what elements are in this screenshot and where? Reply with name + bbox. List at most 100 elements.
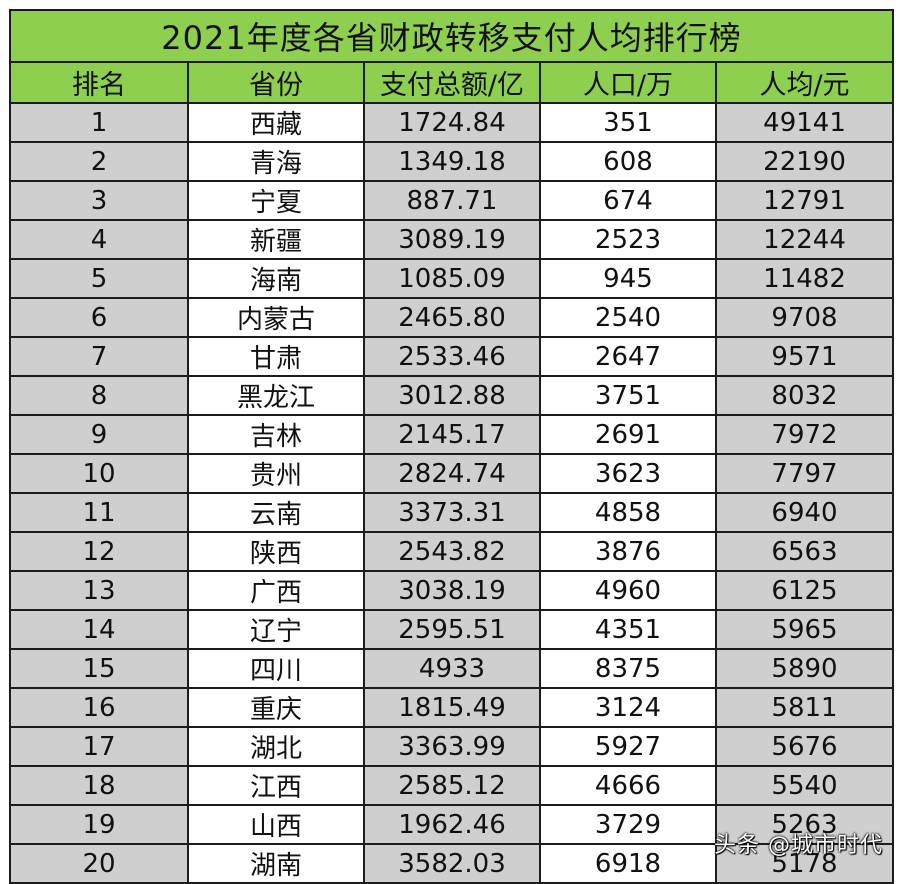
table-row: 14 辽宁 2595.51 4351 5965	[9, 609, 895, 650]
table-row: 10 贵州 2824.74 3623 7797	[9, 453, 895, 494]
province-cell: 吉林	[187, 414, 365, 455]
population-cell: 3623	[539, 453, 717, 494]
per-capita-cell: 5540	[714, 765, 895, 806]
table-row: 13 广西 3038.19 4960 6125	[9, 570, 895, 611]
per-capita-cell: 9571	[714, 336, 895, 377]
table-row: 20 湖南 3582.03 6918 5178	[9, 843, 895, 884]
header-province: 省份	[187, 61, 365, 104]
table-row: 9 吉林 2145.17 2691 7972	[9, 414, 895, 455]
total-payment-cell: 1962.46	[363, 804, 541, 845]
province-cell: 黑龙江	[187, 375, 365, 416]
rank-cell: 8	[9, 375, 189, 416]
population-cell: 6918	[539, 843, 717, 884]
header-per-capita: 人均/元	[714, 61, 895, 104]
watermark: 头条 @城市时代	[714, 833, 883, 858]
province-cell: 贵州	[187, 453, 365, 494]
rank-cell: 6	[9, 297, 189, 338]
total-payment-cell: 3582.03	[363, 843, 541, 884]
population-cell: 3124	[539, 687, 717, 728]
total-payment-cell: 3089.19	[363, 219, 541, 260]
table-row: 19 山西 1962.46 3729 5263	[9, 804, 895, 845]
header-total-payment: 支付总额/亿	[363, 61, 541, 104]
per-capita-cell: 7972	[714, 414, 895, 455]
rank-cell: 20	[9, 843, 189, 884]
total-payment-cell: 2824.74	[363, 453, 541, 494]
total-payment-cell: 2543.82	[363, 531, 541, 572]
population-cell: 2691	[539, 414, 717, 455]
province-cell: 山西	[187, 804, 365, 845]
population-cell: 4666	[539, 765, 717, 806]
total-payment-cell: 1815.49	[363, 687, 541, 728]
per-capita-cell: 12244	[714, 219, 895, 260]
population-cell: 4960	[539, 570, 717, 611]
total-payment-cell: 2145.17	[363, 414, 541, 455]
per-capita-cell: 6940	[714, 492, 895, 533]
per-capita-cell: 5263	[714, 804, 895, 845]
population-cell: 8375	[539, 648, 717, 689]
per-capita-cell: 9708	[714, 297, 895, 338]
total-payment-cell: 3373.31	[363, 492, 541, 533]
per-capita-cell: 8032	[714, 375, 895, 416]
table-row: 3 宁夏 887.71 674 12791	[9, 180, 895, 221]
table-row: 1 西藏 1724.84 351 49141	[9, 102, 895, 143]
province-cell: 新疆	[187, 219, 365, 260]
population-cell: 3751	[539, 375, 717, 416]
province-cell: 陕西	[187, 531, 365, 572]
province-cell: 湖北	[187, 726, 365, 767]
population-cell: 674	[539, 180, 717, 221]
per-capita-cell: 7797	[714, 453, 895, 494]
rank-cell: 1	[9, 102, 189, 143]
per-capita-cell: 5676	[714, 726, 895, 767]
province-cell: 重庆	[187, 687, 365, 728]
table-title: 2021年度各省财政转移支付人均排行榜	[8, 9, 895, 63]
rank-cell: 18	[9, 765, 189, 806]
province-cell: 海南	[187, 258, 365, 299]
total-payment-cell: 1349.18	[363, 141, 541, 182]
population-cell: 3729	[539, 804, 717, 845]
total-payment-cell: 1724.84	[363, 102, 541, 143]
rank-cell: 14	[9, 609, 189, 650]
province-cell: 江西	[187, 765, 365, 806]
province-cell: 宁夏	[187, 180, 365, 221]
population-cell: 2540	[539, 297, 717, 338]
population-cell: 4351	[539, 609, 717, 650]
table-row: 5 海南 1085.09 945 11482	[9, 258, 895, 299]
population-cell: 2647	[539, 336, 717, 377]
province-cell: 西藏	[187, 102, 365, 143]
table-row: 2 青海 1349.18 608 22190	[9, 141, 895, 182]
rank-cell: 13	[9, 570, 189, 611]
population-cell: 608	[539, 141, 717, 182]
table-row: 16 重庆 1815.49 3124 5811	[9, 687, 895, 728]
table-row: 4 新疆 3089.19 2523 12244	[9, 219, 895, 260]
rank-cell: 19	[9, 804, 189, 845]
province-cell: 云南	[187, 492, 365, 533]
ranking-table: 2021年度各省财政转移支付人均排行榜 排名 省份 支付总额/亿 人口/万 人均…	[8, 9, 895, 884]
per-capita-cell: 12791	[714, 180, 895, 221]
per-capita-cell: 6563	[714, 531, 895, 572]
rank-cell: 12	[9, 531, 189, 572]
per-capita-cell: 11482	[714, 258, 895, 299]
header-population: 人口/万	[539, 61, 717, 104]
population-cell: 351	[539, 102, 717, 143]
population-cell: 3876	[539, 531, 717, 572]
province-cell: 广西	[187, 570, 365, 611]
province-cell: 湖南	[187, 843, 365, 884]
rank-cell: 11	[9, 492, 189, 533]
table-row: 11 云南 3373.31 4858 6940	[9, 492, 895, 533]
table-row: 17 湖北 3363.99 5927 5676	[9, 726, 895, 767]
per-capita-cell: 6125	[714, 570, 895, 611]
total-payment-cell: 3012.88	[363, 375, 541, 416]
population-cell: 945	[539, 258, 717, 299]
province-cell: 四川	[187, 648, 365, 689]
total-payment-cell: 4933	[363, 648, 541, 689]
province-cell: 辽宁	[187, 609, 365, 650]
total-payment-cell: 2533.46	[363, 336, 541, 377]
total-payment-cell: 887.71	[363, 180, 541, 221]
total-payment-cell: 2465.80	[363, 297, 541, 338]
table-row: 6 内蒙古 2465.80 2540 9708	[9, 297, 895, 338]
per-capita-cell: 5178	[714, 843, 895, 884]
total-payment-cell: 2585.12	[363, 765, 541, 806]
total-payment-cell: 2595.51	[363, 609, 541, 650]
province-cell: 内蒙古	[187, 297, 365, 338]
province-cell: 甘肃	[187, 336, 365, 377]
